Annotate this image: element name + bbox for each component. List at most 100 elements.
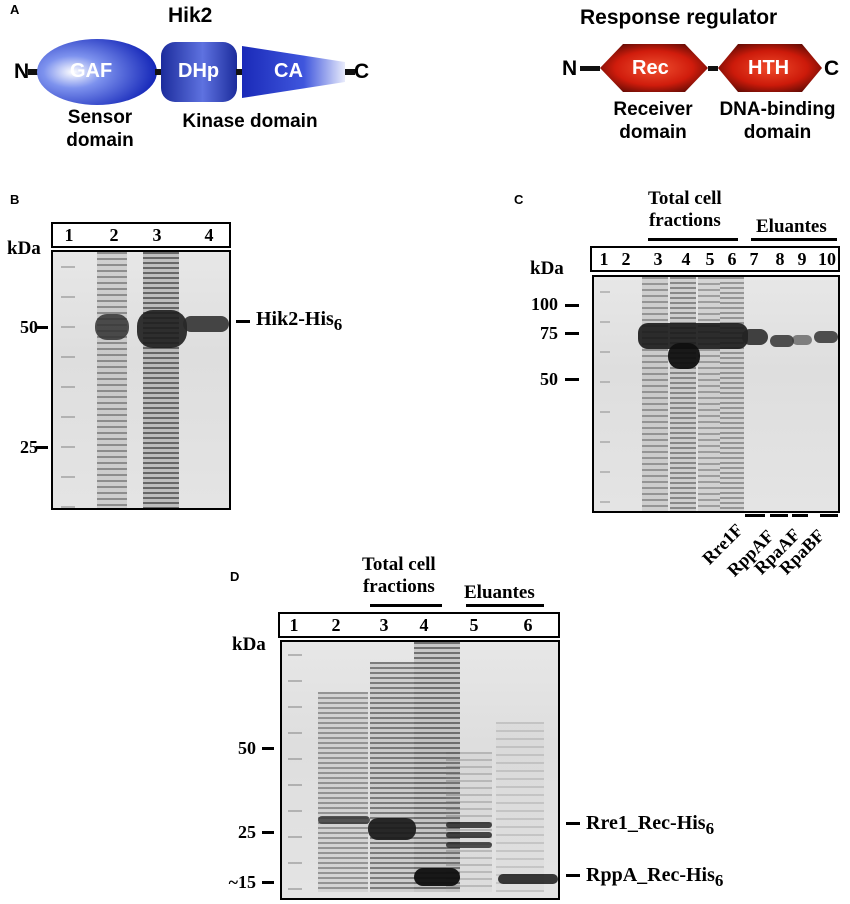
panel-b-gel [51, 250, 231, 510]
panel-d-lane-header: 1 2 3 4 5 6 [278, 612, 560, 638]
rr-linker-left [580, 66, 600, 71]
panel-c-band-lane7 [742, 329, 768, 345]
panel-c-lane-number: 6 [727, 249, 737, 269]
panel-c-marker-100: 100 [531, 294, 558, 314]
panel-d-lane-number: 1 [289, 615, 299, 635]
hth-domain-label: HTH [748, 57, 790, 79]
panel-d-gel [280, 640, 560, 900]
panel-d-lane-number: 3 [379, 615, 389, 635]
panel-c-lane-6 [720, 277, 744, 511]
panel-c-eluantes-rule [751, 238, 837, 241]
panel-d-band-rre1-lane2 [318, 816, 370, 824]
panel-d-lane-number: 2 [331, 615, 341, 635]
panel-d-lane-4 [414, 642, 460, 892]
rr-title: Response regulator [580, 6, 778, 29]
panel-d-marker-25: 25 [238, 822, 256, 842]
hik2-linker-left [28, 69, 40, 75]
panel-d-lane-3 [370, 662, 414, 892]
panel-c-lane-number: 1 [599, 249, 609, 269]
panel-c-band-lane4 [668, 343, 700, 369]
sensor-domain-label: Sensor domain [66, 107, 134, 151]
panel-b-band-tick [236, 320, 250, 323]
panel-d-band-rre1-lane5a [446, 822, 492, 828]
ca-domain [242, 46, 345, 98]
panel-c-marker-tick [565, 378, 579, 381]
panel-c-fraction-bar [745, 514, 765, 517]
panel-b-band-lane-3 [137, 310, 187, 348]
panel-c-lane-number: 4 [681, 249, 691, 269]
panel-c-lane-header: 1 2 3 4 5 6 7 8 9 10 [590, 246, 840, 272]
rr-linker-mid [708, 66, 718, 71]
panel-d-marker-tick [262, 747, 274, 750]
rr-c-terminus: C [824, 57, 840, 80]
rre1-rec-his-text: Rre1_Rec-His [586, 812, 706, 834]
panel-c-lane-number: 10 [818, 249, 836, 269]
panel-b-marker-25: 25 [20, 437, 38, 457]
rppa-rec-his6-label: RppA_Rec-His6 [586, 864, 723, 891]
panel-c-kda-label: kDa [530, 258, 564, 279]
gaf-domain-label: GAF [70, 60, 113, 82]
panel-d-lane-2 [318, 692, 368, 892]
panel-c-lane-number: 2 [621, 249, 631, 269]
dhp-domain-label: DHp [178, 60, 220, 82]
panel-c-fraction-bar [820, 514, 838, 517]
panel-d-band-rre1-lane5b [446, 832, 492, 838]
rppa-rec-his-sub: 6 [714, 871, 724, 890]
hik2-n-terminus: N [14, 60, 30, 83]
panel-b-ladder-lane [61, 252, 75, 508]
panel-b-lane-number: 2 [109, 225, 119, 245]
panel-c-lane-number: 7 [749, 249, 759, 269]
panel-c-band-lane9 [792, 335, 812, 345]
hik2-linker-mid [155, 69, 163, 75]
hik2-linker-right [345, 69, 355, 75]
panel-d-band1-tick [566, 822, 580, 825]
panel-c-lane-number: 8 [775, 249, 785, 269]
panel-c-total-rule [648, 238, 738, 241]
panel-d-lane-6 [496, 722, 544, 892]
panel-d-lane-number: 6 [523, 615, 533, 635]
rppa-rec-his-text: RppA_Rec-His [586, 864, 715, 886]
receiver-domain-label: Receiver domain [613, 99, 693, 143]
panel-c-lane-4 [670, 277, 696, 511]
hik2-c-terminus: C [354, 60, 370, 83]
dhp-domain [161, 42, 237, 102]
kinase-domain-label: Kinase domain [182, 111, 318, 132]
panel-c-fraction-bar [770, 514, 788, 517]
rre1-rec-his-sub: 6 [705, 819, 715, 838]
panel-b-lane-3 [143, 252, 179, 508]
panel-d-marker-15: ~15 [228, 872, 256, 892]
panel-b-lane-2 [97, 252, 127, 508]
panel-d-total-header: Total cell fractions [362, 554, 436, 597]
gaf-domain [37, 39, 157, 105]
panel-b-letter: B [10, 192, 20, 207]
panel-c-lane-number: 3 [653, 249, 663, 269]
panel-b-marker-tick [36, 446, 48, 449]
panel-c-lane-number: 9 [797, 249, 807, 269]
panel-d-marker-50: 50 [238, 738, 256, 758]
panel-d-letter: D [230, 569, 240, 584]
hth-domain [718, 44, 822, 92]
panel-c-band-lane10 [814, 331, 838, 343]
panel-b-band-lane-2 [95, 314, 129, 340]
panel-c-fraction-bar [792, 514, 808, 517]
panel-d-marker-tick [262, 831, 274, 834]
panel-d-band-rre1-lane3 [368, 818, 416, 840]
panel-d-band2-tick [566, 874, 580, 877]
panel-d-lane-number: 5 [469, 615, 479, 635]
panel-b-lane-number: 4 [204, 225, 214, 245]
panel-c-marker-50: 50 [540, 369, 558, 389]
panel-b-lane-header: 1 2 3 4 [51, 222, 231, 248]
hik2-domain-diagram [28, 39, 355, 105]
dna-binding-domain-label: DNA-binding domain [719, 99, 836, 143]
panel-d-band-rre1-lane5c [446, 842, 492, 848]
hik2-title: Hik2 [168, 4, 213, 27]
panel-d-band-rppa-lane6 [498, 874, 558, 884]
ca-domain-label: CA [274, 60, 303, 82]
panel-c-eluantes-header: Eluantes [756, 216, 827, 237]
panel-c-ladder-lane [600, 277, 610, 511]
panel-d-marker-tick [262, 881, 274, 884]
rr-n-terminus: N [562, 57, 578, 80]
rec-domain-label: Rec [632, 57, 669, 79]
panel-b-marker-tick [36, 326, 48, 329]
panel-d-ladder-lane [288, 642, 302, 898]
